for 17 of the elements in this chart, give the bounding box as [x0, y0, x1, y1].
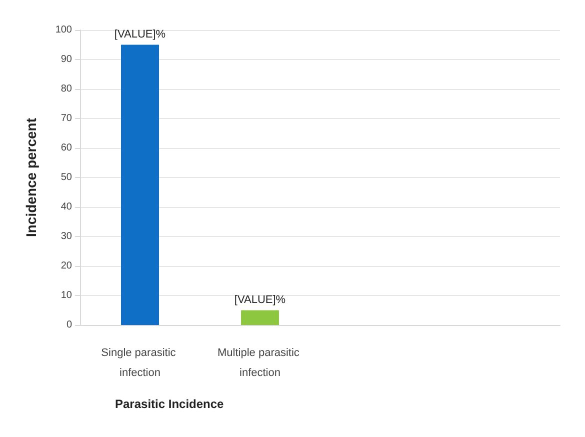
y-tick-label: 0: [66, 320, 72, 330]
y-tick-label: 100: [55, 24, 72, 36]
y-tick-label: 60: [60, 142, 72, 154]
x-axis-title: Parasitic Incidence: [115, 397, 224, 411]
y-tick-label: 40: [60, 202, 72, 212]
x-tick-label: Single parasitic infection: [101, 347, 179, 379]
y-tick-label: 80: [60, 84, 72, 94]
y-tick-label: 10: [60, 290, 72, 301]
y-tick-label: 90: [60, 54, 72, 65]
data-label: [VALUE]%: [114, 28, 166, 40]
y-tick-label: 70: [60, 113, 72, 124]
y-axis-title: Incidence percent: [23, 118, 39, 238]
y-tick-label: 20: [60, 260, 72, 272]
y-tick-label: 30: [60, 231, 72, 242]
y-tick-label: 50: [60, 172, 72, 183]
data-label: [VALUE]%: [234, 294, 286, 306]
x-tick-label: Multiple parasitic infection: [218, 347, 302, 379]
